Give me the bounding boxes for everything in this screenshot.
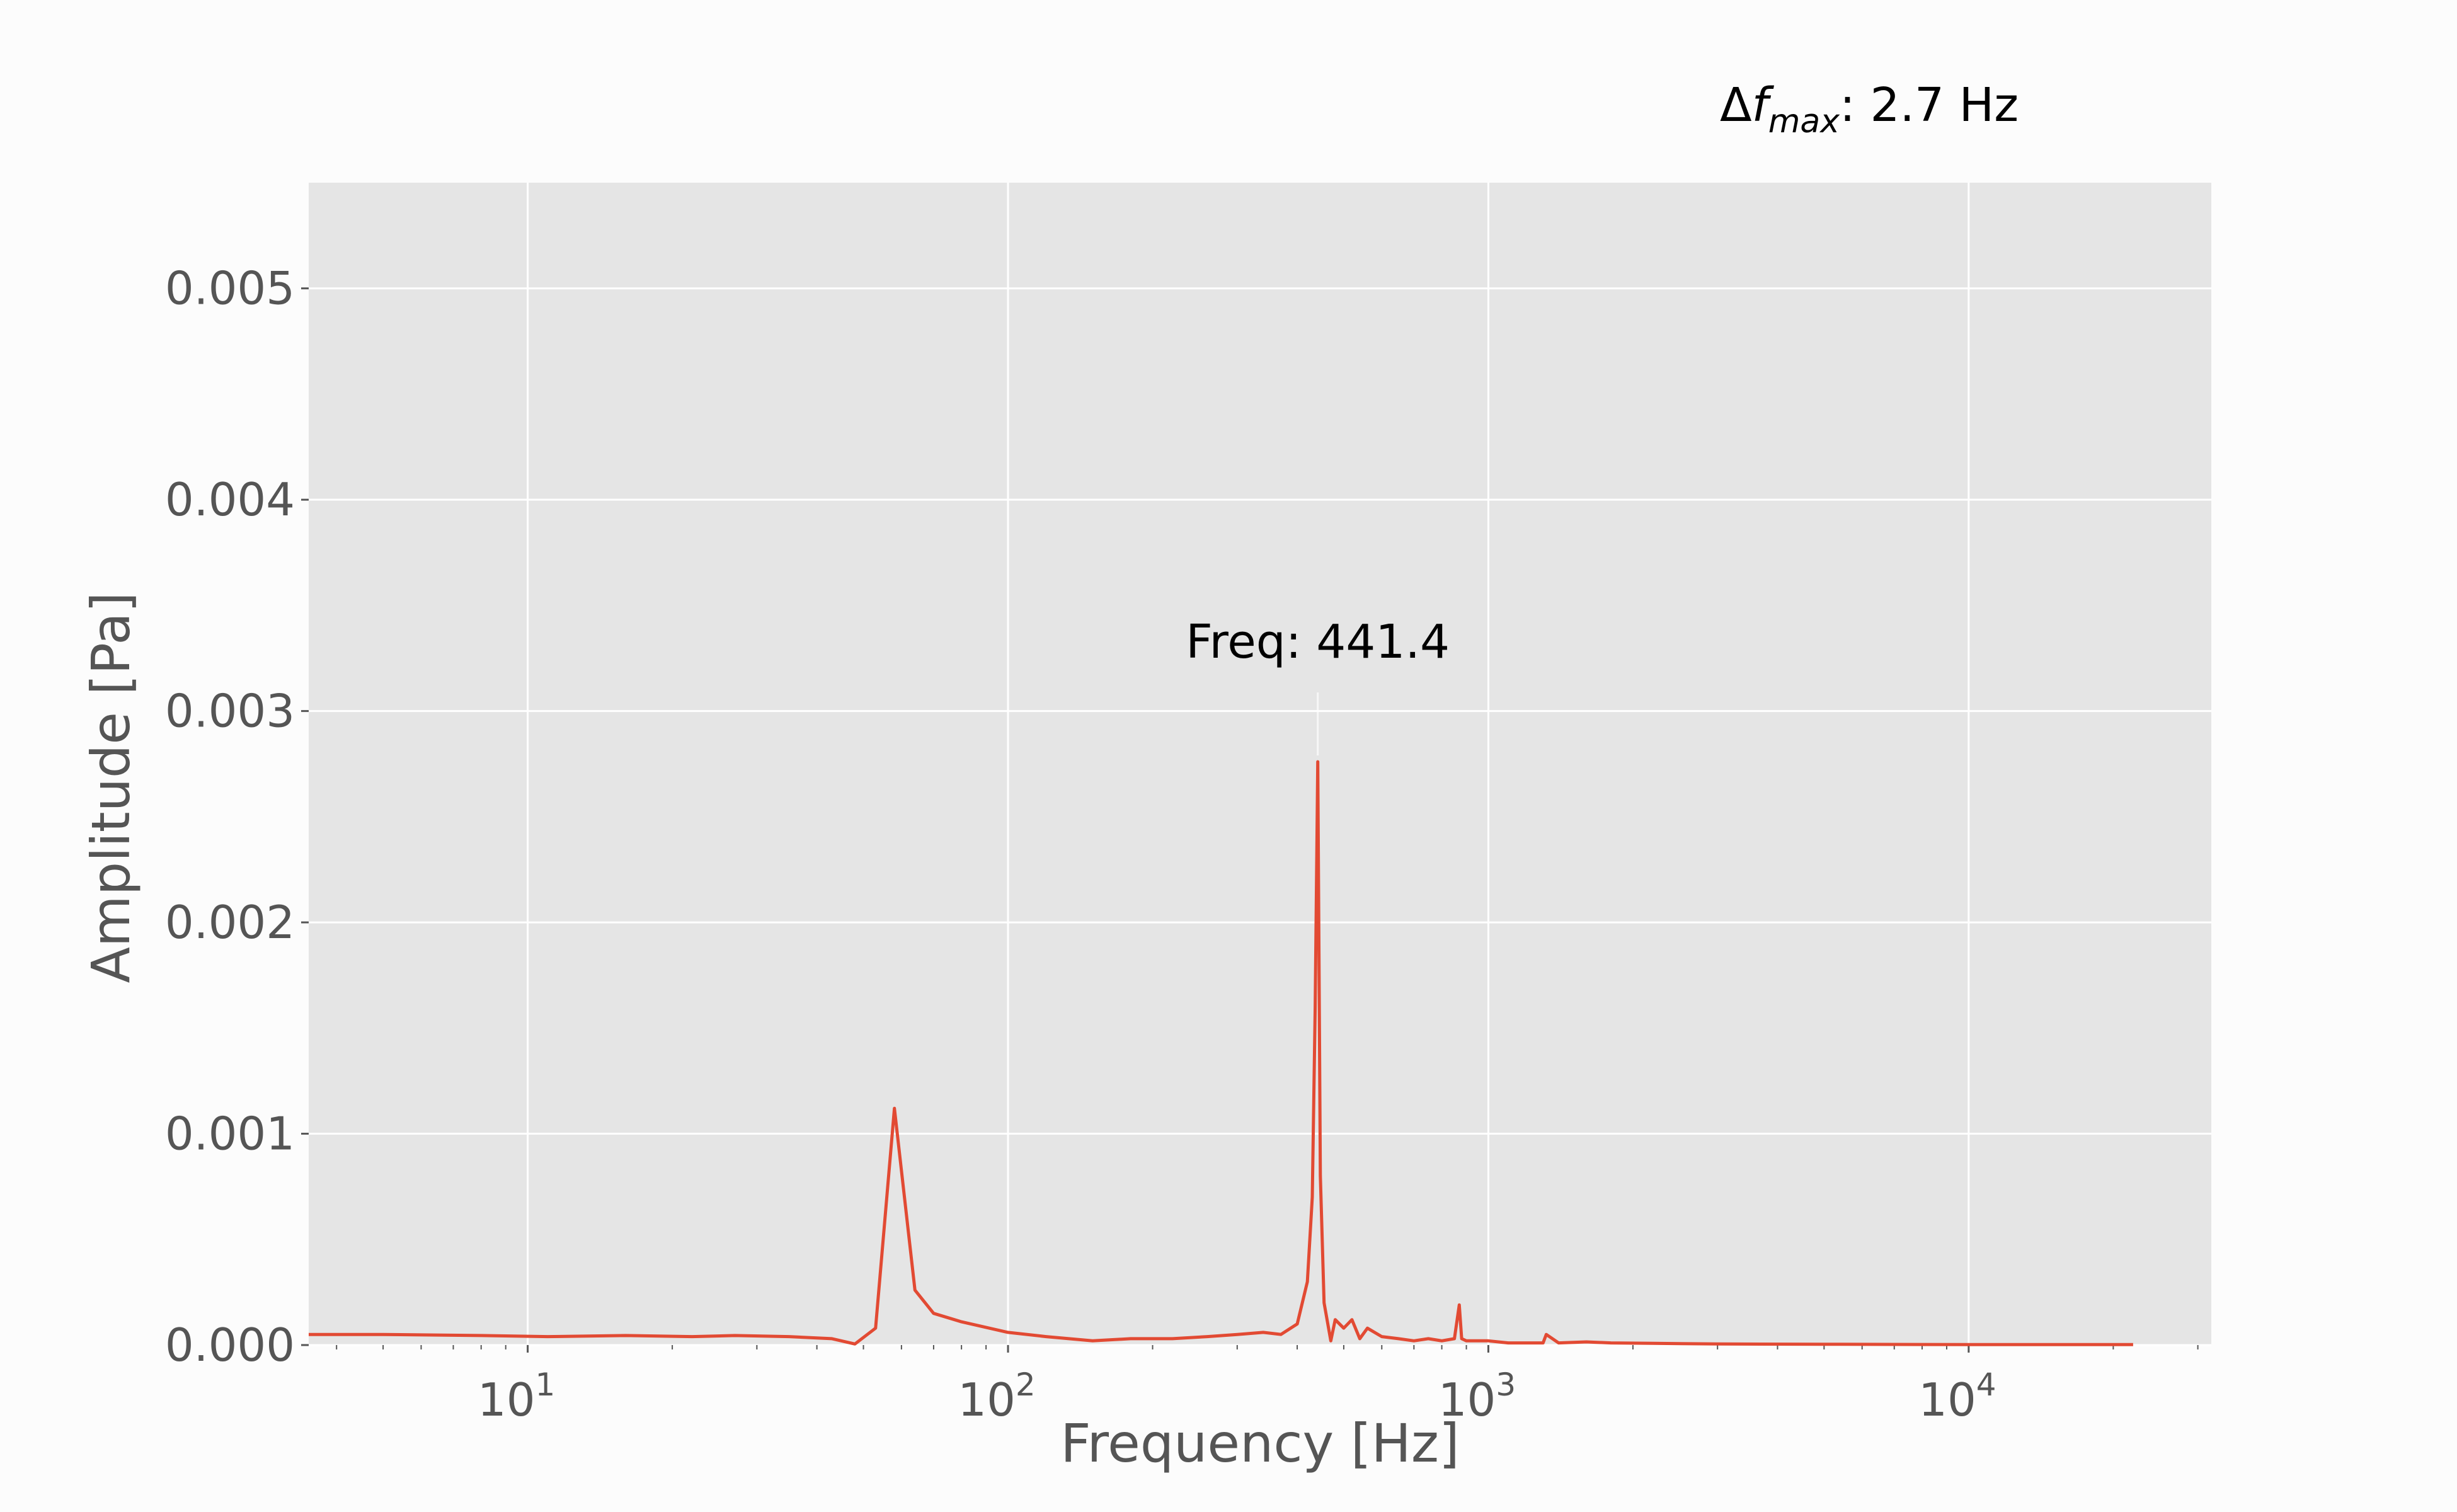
max-subscript: max [1768,103,1841,140]
y-axis-label: Amplitude [Pa] [80,592,142,983]
x-axis-ticks: 101 102 103 104 [478,1345,1996,1426]
y-tick-label: 0.002 [165,896,295,949]
series-line [309,760,2133,1346]
y-tick-label: 0.001 [165,1108,295,1160]
y-tick-label: 0.005 [165,262,295,315]
plot-area [309,183,2211,1345]
delta-symbol: Δ [1720,78,1752,132]
x-tick-label: 104 [1918,1366,1996,1426]
delta-f-max-note: Δfmax: 2.7 Hz [1720,78,2019,140]
y-axis-ticks: 0.000 0.001 0.002 0.003 0.004 0.005 [165,262,309,1372]
y-tick-label: 0.003 [165,685,295,738]
x-tick-label: 102 [958,1366,1035,1426]
x-tick-label: 101 [478,1366,555,1426]
x-axis-label: Frequency [Hz] [1060,1412,1459,1474]
x-tick-label: 103 [1438,1366,1516,1426]
y-tick-label: 0.004 [165,473,295,526]
x-minor-ticks [336,1345,2199,1349]
delta-f-value: : 2.7 Hz [1840,78,2019,132]
grid-lines [309,183,2211,1346]
y-tick-label: 0.000 [165,1319,295,1372]
peak-annotation: Freq: 441.4 [1186,615,1450,669]
